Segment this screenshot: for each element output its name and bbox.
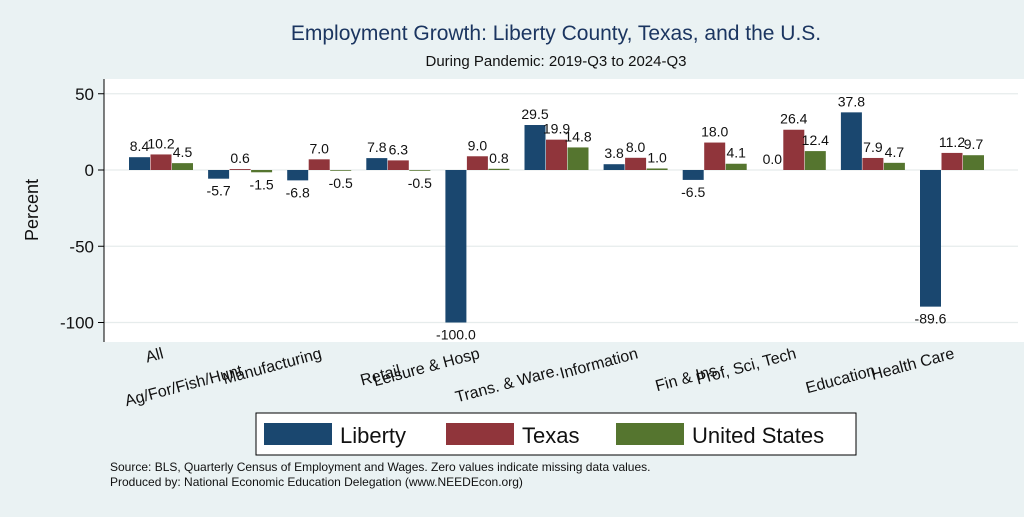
bar-texas [704,143,725,170]
data-label-texas: 8.0 [626,139,646,155]
bar-united-states [647,168,668,170]
bar-united-states [568,147,589,170]
data-label-liberty: 0.0 [763,151,783,167]
y-tick-label: -50 [69,237,94,256]
y-axis-label: Percent [22,179,42,241]
y-tick-label: 50 [75,85,94,104]
data-label-texas: 6.3 [389,141,409,157]
legend-swatch-liberty [264,423,332,445]
bar-liberty [208,170,229,179]
data-label-texas: 26.4 [780,111,807,127]
x-tick-label: Manufacturing [221,345,323,388]
bar-texas [467,156,488,170]
bar-united-states [805,151,826,170]
x-tick-label: Education [804,362,877,397]
x-tick-label: Information [558,345,640,382]
legend-swatch-united-states [616,423,684,445]
bar-liberty [841,112,862,170]
bar-texas [862,158,883,170]
bar-united-states [726,164,747,170]
y-axis-ticks: 50 0 -50 -100 [60,85,104,333]
data-label-united-states: 4.1 [726,145,746,161]
data-label-united-states: -1.5 [250,176,274,192]
bar-texas [151,154,172,170]
data-label-liberty: -100.0 [436,327,476,343]
data-label-united-states: 4.5 [173,144,193,160]
data-label-liberty: 3.8 [604,145,624,161]
data-label-texas: 10.2 [147,135,174,151]
legend-label-united-states: United States [692,423,824,448]
y-tick-label: 0 [85,161,94,180]
data-label-texas: 18.0 [701,124,728,140]
y-tick-label: -100 [60,314,94,333]
data-label-texas: 11.2 [939,134,965,150]
bar-liberty [445,170,466,323]
data-label-united-states: 14.8 [564,128,591,144]
bar-texas [388,160,409,170]
data-label-liberty: 37.8 [838,93,865,109]
bar-liberty [366,158,387,170]
data-label-texas: 0.6 [230,150,250,166]
bar-texas [942,153,963,170]
data-label-united-states: 1.0 [647,149,667,165]
bar-liberty [920,170,941,307]
plot-area [104,79,1024,342]
chart-subtitle: During Pandemic: 2019-Q3 to 2024-Q3 [426,53,687,70]
data-label-liberty: -6.5 [681,184,705,200]
legend-label-texas: Texas [522,423,579,448]
bar-united-states [172,163,193,170]
data-label-united-states: 9.7 [964,136,984,152]
data-label-united-states: 0.8 [489,150,509,166]
bar-liberty [604,164,625,170]
bar-texas [309,159,330,170]
bar-united-states [251,170,272,172]
data-label-liberty: 7.8 [367,139,387,155]
bar-liberty [683,170,704,180]
data-label-texas: 7.0 [309,140,329,156]
data-label-united-states: 12.4 [802,132,829,148]
source-note: Source: BLS, Quarterly Census of Employm… [110,460,650,474]
x-tick-label: All [144,345,166,366]
bar-united-states [330,170,351,171]
data-label-texas: 7.9 [863,139,883,155]
legend: Liberty Texas United States [256,413,856,455]
data-label-united-states: 4.7 [885,144,905,160]
bar-united-states [488,169,509,170]
bar-united-states [884,163,905,170]
data-label-liberty: 29.5 [521,106,548,122]
data-label-united-states: -0.5 [408,175,432,191]
data-label-liberty: -6.8 [286,184,310,200]
x-tick-label: Trans. & Ware. [454,362,561,406]
bar-united-states [963,155,984,170]
bar-liberty [287,170,308,180]
bar-united-states [409,170,430,171]
data-label-liberty: -5.7 [207,183,231,199]
data-label-liberty: -89.6 [915,311,947,327]
x-tick-label: Health Care [869,345,956,384]
chart-title: Employment Growth: Liberty County, Texas… [291,22,821,45]
bar-texas [230,169,251,170]
x-tick-label: Prof, Sci, Tech [694,345,798,388]
legend-label-liberty: Liberty [340,423,406,448]
bar-liberty [129,157,150,170]
data-label-united-states: -0.5 [329,175,353,191]
legend-swatch-texas [446,423,514,445]
data-label-texas: 9.0 [468,137,488,153]
bar-texas [625,158,646,170]
producer-note: Produced by: National Economic Education… [110,475,523,489]
